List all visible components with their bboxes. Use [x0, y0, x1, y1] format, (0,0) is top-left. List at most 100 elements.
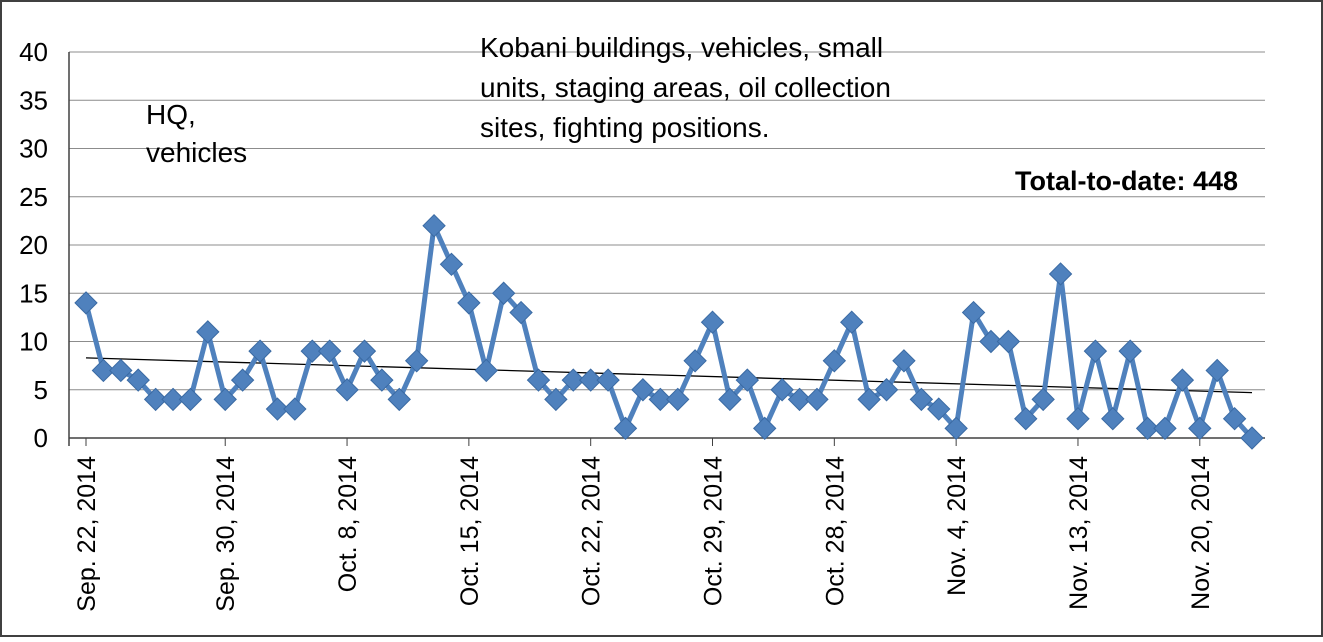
data-point	[1031, 387, 1055, 412]
data-point	[317, 339, 342, 363]
data-point	[387, 387, 411, 412]
data-point	[1222, 406, 1247, 431]
data-point	[1205, 358, 1229, 383]
data-point	[126, 368, 150, 392]
data-point	[335, 378, 359, 402]
data-point	[718, 387, 742, 412]
data-point	[840, 310, 864, 334]
y-tick-label-40: 40	[19, 37, 48, 67]
annotation-kobani-line-2: units, staging areas, oil collection	[480, 72, 891, 103]
data-point	[787, 387, 812, 412]
x-axis: Sep. 22, 2014 Sep. 30, 2014 Oct. 8, 2014 Oc…	[73, 438, 1215, 612]
series-group	[74, 213, 1264, 450]
y-tick-label-20: 20	[19, 230, 48, 260]
y-tick-label-25: 25	[19, 182, 48, 212]
linear-trendline	[85, 357, 1253, 394]
x-tick-label: Oct. 29, 2014	[700, 456, 728, 606]
data-point	[300, 339, 324, 363]
data-point	[909, 387, 934, 412]
data-point	[352, 339, 377, 363]
data-point	[491, 281, 516, 305]
data-point	[735, 368, 760, 392]
data-point	[857, 387, 881, 412]
data-point	[648, 387, 673, 412]
y-tick-label-30: 30	[19, 134, 48, 164]
y-tick-label-35: 35	[19, 85, 48, 115]
data-point	[700, 310, 725, 334]
y-tick-label-0: 0	[34, 423, 48, 453]
data-point	[1083, 339, 1108, 363]
data-point	[1188, 416, 1212, 441]
data-point	[961, 300, 986, 325]
data-point	[631, 378, 655, 402]
y-tick-label-15: 15	[19, 278, 48, 308]
data-point	[1014, 406, 1038, 431]
data-point	[265, 397, 290, 421]
x-tick-label: Sep. 30, 2014	[212, 456, 240, 612]
data-point	[874, 378, 899, 402]
data-point	[665, 387, 690, 412]
data-point	[283, 397, 307, 421]
data-point	[561, 368, 585, 392]
data-point	[1101, 406, 1125, 431]
data-point	[370, 368, 394, 392]
data-point	[230, 368, 255, 392]
data-point	[770, 378, 794, 402]
annotation-kobani-line-1: Kobani buildings, vehicles, small	[480, 32, 883, 63]
data-point	[74, 291, 98, 315]
data-point	[196, 320, 220, 344]
data-point	[143, 387, 168, 412]
annotation-hq-line-2: vehicles	[146, 137, 247, 168]
data-point	[248, 339, 272, 363]
data-point	[578, 368, 603, 392]
data-point	[1066, 406, 1090, 431]
data-point	[596, 368, 620, 392]
y-tick-label-5: 5	[34, 375, 48, 405]
data-point	[805, 387, 829, 412]
x-tick-label: Oct. 22, 2014	[578, 456, 606, 606]
data-point	[474, 358, 498, 383]
data-point	[927, 397, 951, 421]
x-tick-label: Oct. 15, 2014	[456, 456, 484, 606]
data-point	[996, 329, 1021, 354]
x-tick-label: Oct. 28, 2014	[821, 456, 849, 606]
x-tick-label: Nov. 4, 2014	[943, 456, 971, 596]
data-point	[1135, 416, 1160, 441]
data-point	[613, 416, 638, 441]
data-point	[1118, 339, 1142, 363]
data-point	[213, 387, 237, 412]
x-tick-label: Nov. 13, 2014	[1065, 456, 1093, 610]
data-point	[109, 358, 133, 383]
data-point	[1048, 262, 1073, 286]
data-point	[544, 387, 568, 412]
data-point	[1153, 416, 1177, 441]
x-tick-label: Sep. 22, 2014	[73, 456, 101, 612]
data-point	[979, 329, 1003, 354]
data-point	[944, 416, 968, 441]
x-tick-label: Nov. 20, 2014	[1187, 456, 1215, 610]
data-point	[822, 349, 847, 373]
data-point	[526, 368, 551, 392]
gridlines	[69, 51, 1265, 439]
y-axis: 0 5 10 15 20 25 30 35 40	[19, 37, 70, 453]
data-point	[457, 291, 481, 315]
data-point	[161, 387, 185, 412]
trendline	[85, 357, 1253, 394]
annotation-hq-line-1: HQ,	[146, 99, 196, 130]
data-point	[1240, 426, 1264, 450]
data-point	[404, 349, 429, 373]
data-point	[178, 387, 203, 412]
data-point	[683, 349, 707, 373]
data-point	[439, 252, 464, 277]
annotation-kobani-line-3: sites, fighting positions.	[480, 112, 770, 143]
annotation-total-to-date: Total-to-date: 448	[1015, 166, 1238, 196]
data-point	[892, 349, 916, 373]
data-point	[91, 358, 116, 383]
data-point	[509, 300, 533, 325]
y-tick-label-10: 10	[19, 327, 48, 357]
data-point	[753, 416, 777, 441]
data-point	[422, 213, 446, 238]
